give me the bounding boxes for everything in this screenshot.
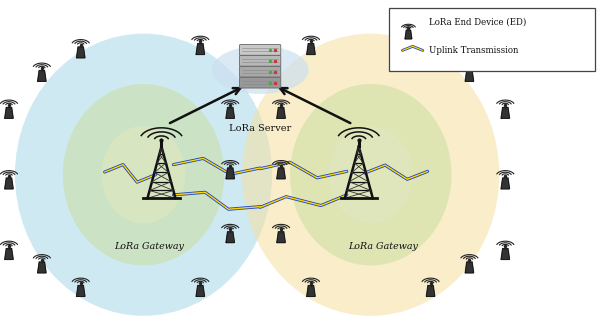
Polygon shape: [196, 44, 205, 54]
Polygon shape: [501, 108, 509, 118]
Text: LoRa Gateway: LoRa Gateway: [348, 242, 417, 251]
Polygon shape: [426, 47, 435, 58]
Polygon shape: [196, 286, 205, 296]
Ellipse shape: [15, 34, 272, 316]
Polygon shape: [501, 178, 509, 189]
Text: LoRa End Device (ED): LoRa End Device (ED): [429, 18, 526, 27]
Ellipse shape: [63, 84, 224, 265]
FancyBboxPatch shape: [239, 77, 280, 88]
Polygon shape: [307, 44, 315, 54]
Polygon shape: [77, 47, 85, 58]
Text: LoRa Gateway: LoRa Gateway: [115, 242, 184, 251]
Polygon shape: [277, 168, 285, 179]
Ellipse shape: [212, 46, 309, 94]
Polygon shape: [38, 262, 46, 273]
Polygon shape: [465, 71, 474, 81]
Polygon shape: [77, 286, 85, 296]
Ellipse shape: [102, 126, 185, 223]
FancyBboxPatch shape: [239, 67, 280, 77]
Polygon shape: [226, 232, 234, 243]
Polygon shape: [5, 108, 13, 118]
FancyBboxPatch shape: [239, 55, 280, 66]
Ellipse shape: [290, 84, 451, 265]
Polygon shape: [226, 108, 234, 118]
Polygon shape: [277, 232, 285, 243]
Polygon shape: [501, 249, 509, 259]
FancyBboxPatch shape: [239, 45, 280, 55]
Polygon shape: [5, 249, 13, 259]
Text: Uplink Transmission: Uplink Transmission: [429, 46, 518, 55]
Polygon shape: [465, 262, 474, 273]
Polygon shape: [277, 108, 285, 118]
Polygon shape: [405, 30, 412, 39]
Polygon shape: [226, 168, 234, 179]
Polygon shape: [307, 286, 315, 296]
Polygon shape: [426, 286, 435, 296]
Polygon shape: [5, 178, 13, 189]
FancyBboxPatch shape: [389, 8, 595, 71]
Polygon shape: [38, 71, 46, 81]
Ellipse shape: [329, 126, 413, 223]
Ellipse shape: [242, 34, 499, 316]
Text: LoRa Server: LoRa Server: [229, 124, 291, 133]
